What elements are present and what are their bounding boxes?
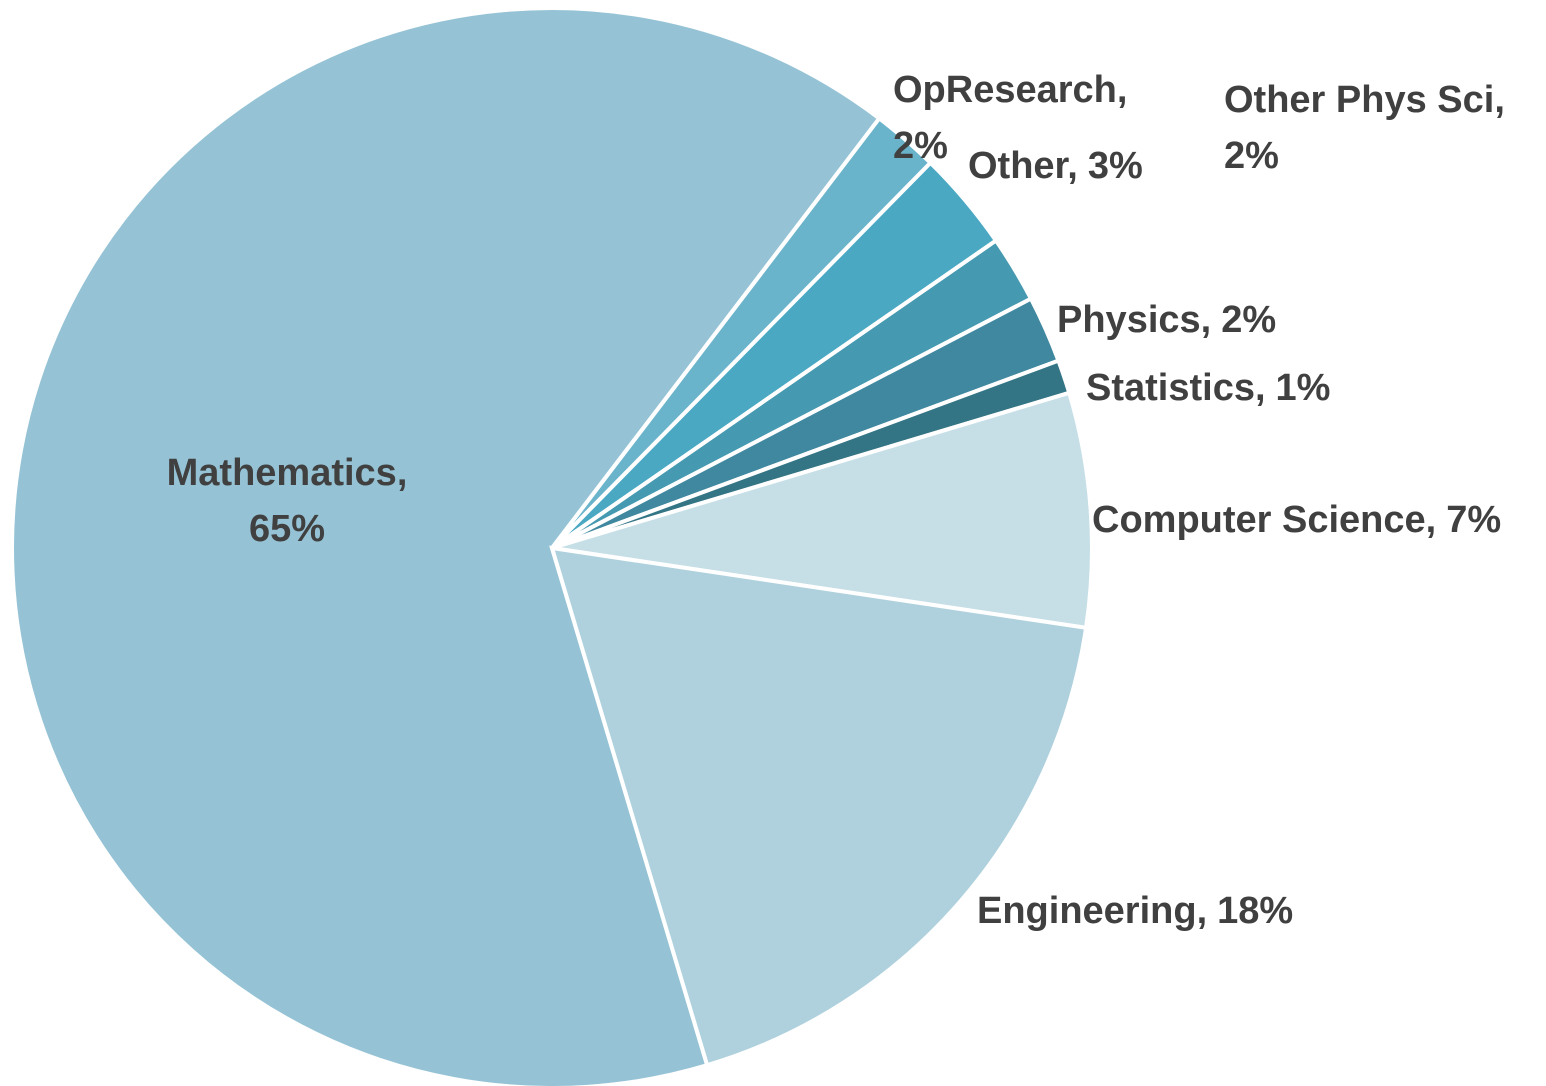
value-label: 1% — [1276, 367, 1331, 409]
data-label: Physics, 2% — [1057, 299, 1276, 341]
data-label: Other, 3% — [968, 145, 1143, 187]
data-label: Other Phys Sci, 2% — [1224, 79, 1505, 177]
pie-slice — [551, 390, 1094, 631]
value-label: 7% — [1446, 499, 1501, 541]
value-label: 3% — [1088, 145, 1143, 187]
data-label: Computer Science, 7% — [1092, 499, 1501, 541]
category-label: Other Phys Sci, — [1224, 79, 1505, 121]
value-label: 18% — [1217, 890, 1293, 932]
data-label: Statistics, 1% — [1086, 367, 1330, 409]
category-label: OpResearch, — [893, 69, 1127, 111]
category-label: Other, — [968, 145, 1078, 187]
value-label: 2% — [893, 125, 948, 167]
pie-slice — [549, 545, 1089, 1068]
pie-slice — [9, 6, 883, 1086]
data-label: OpResearch, 2% — [893, 69, 1127, 167]
category-label: Statistics, — [1086, 367, 1266, 409]
value-label: 2% — [1221, 299, 1276, 341]
category-label: Physics, — [1057, 299, 1211, 341]
category-label: Mathematics, — [167, 452, 408, 494]
data-label: Mathematics, 65% — [167, 452, 408, 550]
value-label: 2% — [1224, 135, 1279, 177]
data-label: Engineering, 18% — [977, 890, 1293, 932]
category-label: Engineering, — [977, 890, 1207, 932]
value-label: 65% — [249, 508, 325, 550]
category-label: Computer Science, — [1092, 499, 1436, 541]
